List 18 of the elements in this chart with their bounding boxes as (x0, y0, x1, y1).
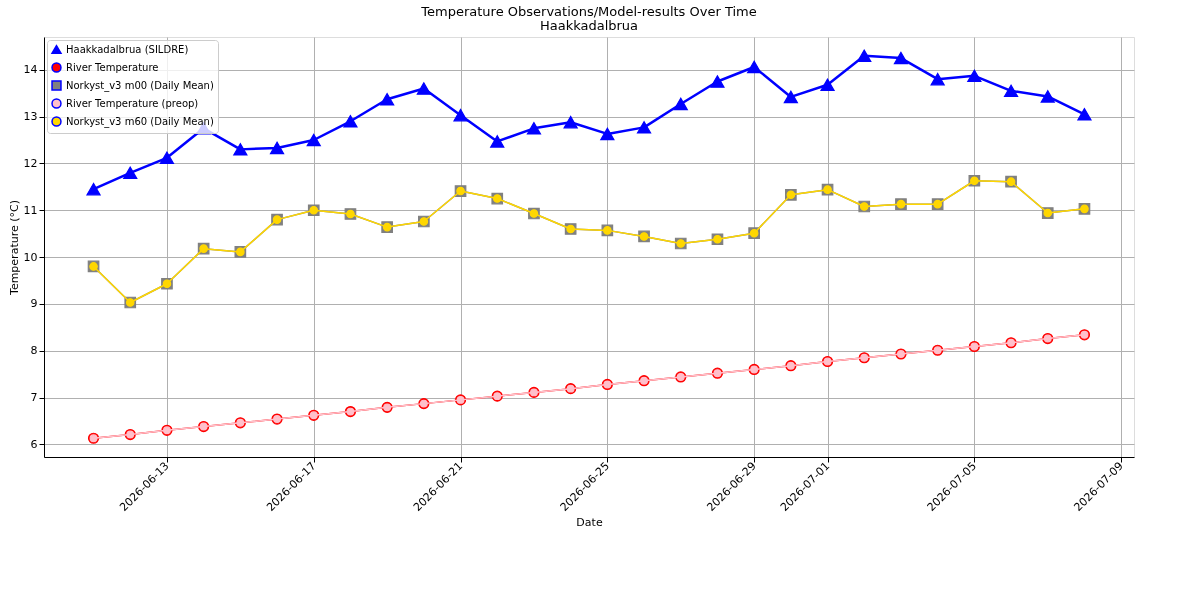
legend-label: River Temperature (66, 61, 159, 73)
legend-label: Haakkadalbrua (SILDRE) (66, 43, 189, 55)
y-axis-title: Temperature (°C) (7, 200, 21, 296)
y-tick-label: 6 (30, 437, 38, 451)
x-axis-title: Date (576, 516, 603, 530)
legend-label: River Temperature (preop) (66, 97, 199, 109)
y-tick-label: 12 (23, 156, 38, 170)
y-tick-label: 7 (30, 391, 38, 405)
y-tick-label: 10 (23, 250, 38, 264)
legend-label: Norkyst_v3 m00 (Daily Mean) (66, 79, 214, 92)
y-tick-label: 11 (23, 203, 38, 217)
y-tick-label: 8 (30, 344, 38, 358)
y-tick-label: 14 (23, 63, 38, 77)
chart-title: Temperature Observations/Model-results Over Time (420, 4, 757, 19)
chart-subtitle: Haakkadalbrua (539, 18, 639, 33)
y-tick-label: 13 (23, 110, 38, 124)
y-tick-label: 9 (30, 297, 38, 311)
legend-label: Norkyst_v3 m60 (Daily Mean) (66, 115, 214, 128)
